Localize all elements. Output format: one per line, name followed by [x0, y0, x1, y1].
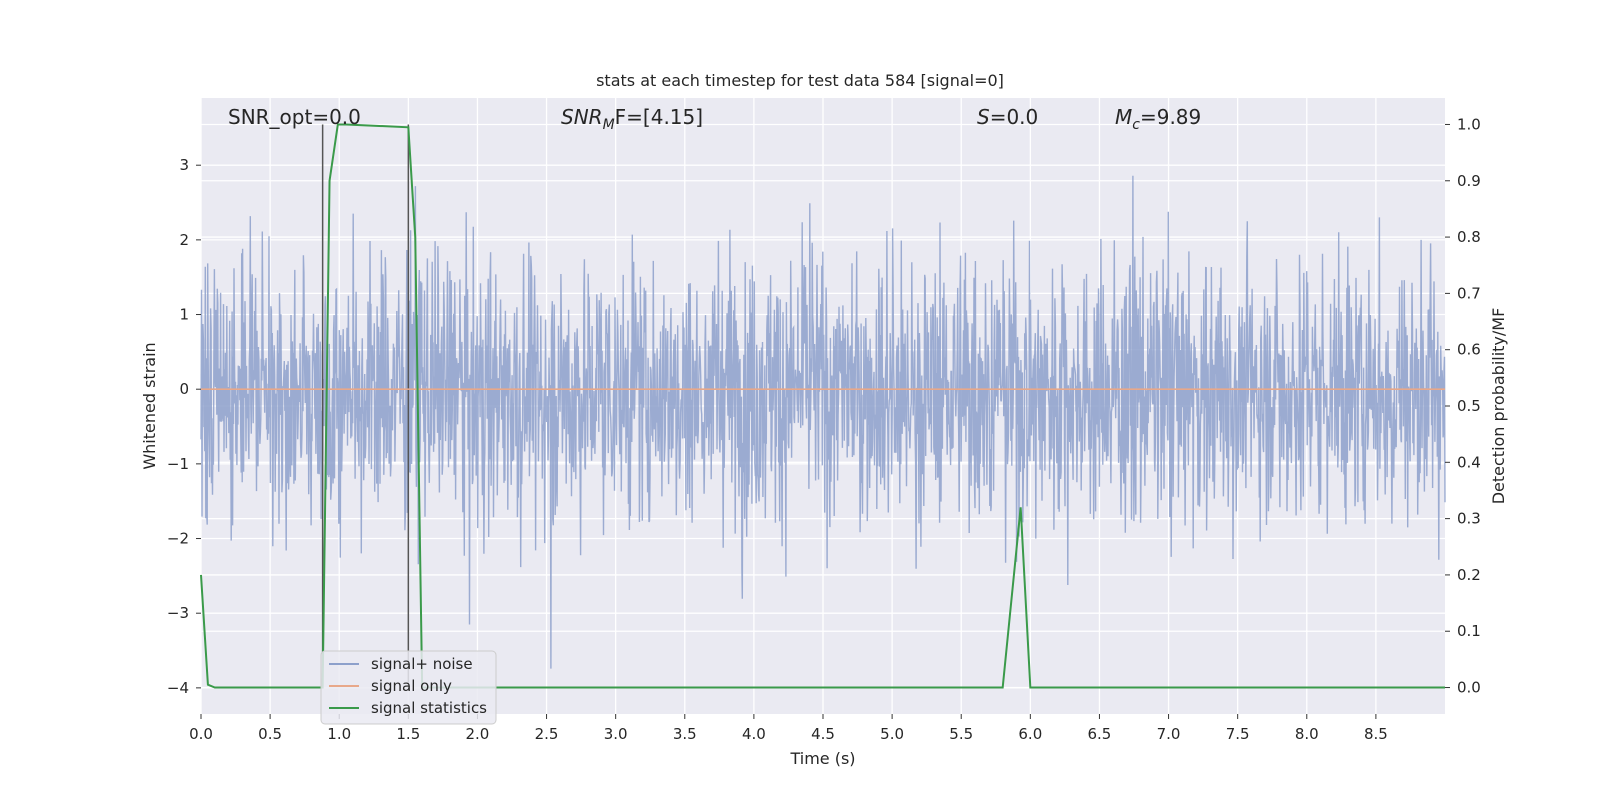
y2-ticks: 0.0 0.1 0.2 0.3 0.4 0.5 0.6 0.7 0.8 0.9 1.0 — [1445, 115, 1481, 697]
y2-tick-label-0: 0.0 — [1457, 679, 1481, 697]
x-tick-label-7: 3.5 — [673, 725, 697, 743]
annotation-snr-mf-base: SNR — [561, 105, 603, 129]
y2-tick-label-2: 0.2 — [1457, 566, 1481, 584]
y-tick-label-5: 1 — [179, 306, 189, 324]
y2-tick-label-8: 0.8 — [1457, 228, 1481, 246]
annotation-s: S=0.0 — [977, 105, 1038, 129]
legend-box — [320, 650, 497, 725]
x-tick-label-15: 7.5 — [1226, 725, 1250, 743]
x-axis-label: Time (s) — [789, 749, 855, 768]
y2-tick-label-10: 1.0 — [1457, 115, 1481, 133]
x-tick-label-13: 6.5 — [1088, 725, 1112, 743]
x-tick-label-4: 2.0 — [466, 725, 490, 743]
annotation-s-label: S — [977, 105, 990, 129]
annotation-mc-sub: c — [1132, 117, 1140, 133]
series-stats-line — [200, 123, 1445, 689]
y2-tick-label-4: 0.4 — [1457, 453, 1481, 471]
y-tick-label-1: −3 — [167, 604, 189, 622]
y2-tick-label-5: 0.5 — [1457, 397, 1481, 415]
legend-label-noise: signal+ noise — [371, 655, 473, 673]
y2-tick-label-7: 0.7 — [1457, 284, 1481, 302]
x-tick-label-14: 7.0 — [1157, 725, 1181, 743]
y2-axis-label: Detection probability/MF — [1489, 308, 1508, 505]
y2-tick-label-1: 0.1 — [1457, 622, 1481, 640]
x-tick-label-1: 0.5 — [258, 725, 282, 743]
annotation-s-value: =0.0 — [990, 105, 1039, 129]
y-tick-label-4: 0 — [179, 380, 189, 398]
annotation-mc: Mc=9.89 — [1115, 105, 1201, 133]
y-ticks: −4 −3 −2 −1 0 1 2 3 — [167, 156, 201, 697]
annotation-snr-mf-rest: F=[4.15] — [615, 105, 703, 129]
x-tick-label-3: 1.5 — [396, 725, 420, 743]
vertical-markers — [321, 124, 410, 688]
chart-title: stats at each timestep for test data 584… — [596, 71, 1004, 90]
y2-tick-label-9: 0.9 — [1457, 172, 1481, 190]
y-tick-label-0: −4 — [167, 679, 189, 697]
x-tick-label-2: 1.0 — [327, 725, 351, 743]
y2-tick-label-6: 0.6 — [1457, 341, 1481, 359]
legend-label-stats: signal statistics — [371, 699, 487, 717]
y-tick-label-2: −2 — [167, 530, 189, 548]
series-lines — [200, 123, 1445, 689]
y-tick-label-3: −1 — [167, 455, 189, 473]
x-tick-label-0: 0.0 — [189, 725, 213, 743]
y-axis-label: Whitened strain — [140, 342, 159, 469]
x-tick-label-9: 4.5 — [811, 725, 835, 743]
x-tick-label-12: 6.0 — [1018, 725, 1042, 743]
x-ticks: 0.0 0.5 1.0 1.5 2.0 2.5 3.0 3.5 4.0 4.5 5.0 5.5 6.0 6… — [189, 714, 1388, 743]
y-tick-label-6: 2 — [179, 231, 189, 249]
x-tick-label-8: 4.0 — [742, 725, 766, 743]
y2-tick-label-3: 0.3 — [1457, 510, 1481, 528]
x-tick-label-5: 2.5 — [535, 725, 559, 743]
legend: signal+ noise signal only signal statist… — [320, 650, 497, 725]
annotation-snr-mf-sub: M — [603, 117, 615, 133]
annotation-snr-opt: SNR_opt=0.0 — [228, 105, 361, 129]
annotation-snr-mf: SNRMF=[4.15] — [561, 105, 703, 133]
x-tick-label-6: 3.0 — [604, 725, 628, 743]
y-tick-label-7: 3 — [179, 156, 189, 174]
legend-label-signal: signal only — [371, 677, 452, 695]
x-tick-label-16: 8.0 — [1295, 725, 1319, 743]
annotation-mc-base: M — [1115, 105, 1132, 129]
x-tick-label-11: 5.5 — [949, 725, 973, 743]
annotation-mc-value: =9.89 — [1140, 105, 1201, 129]
x-tick-label-10: 5.0 — [880, 725, 904, 743]
x-tick-label-17: 8.5 — [1364, 725, 1388, 743]
